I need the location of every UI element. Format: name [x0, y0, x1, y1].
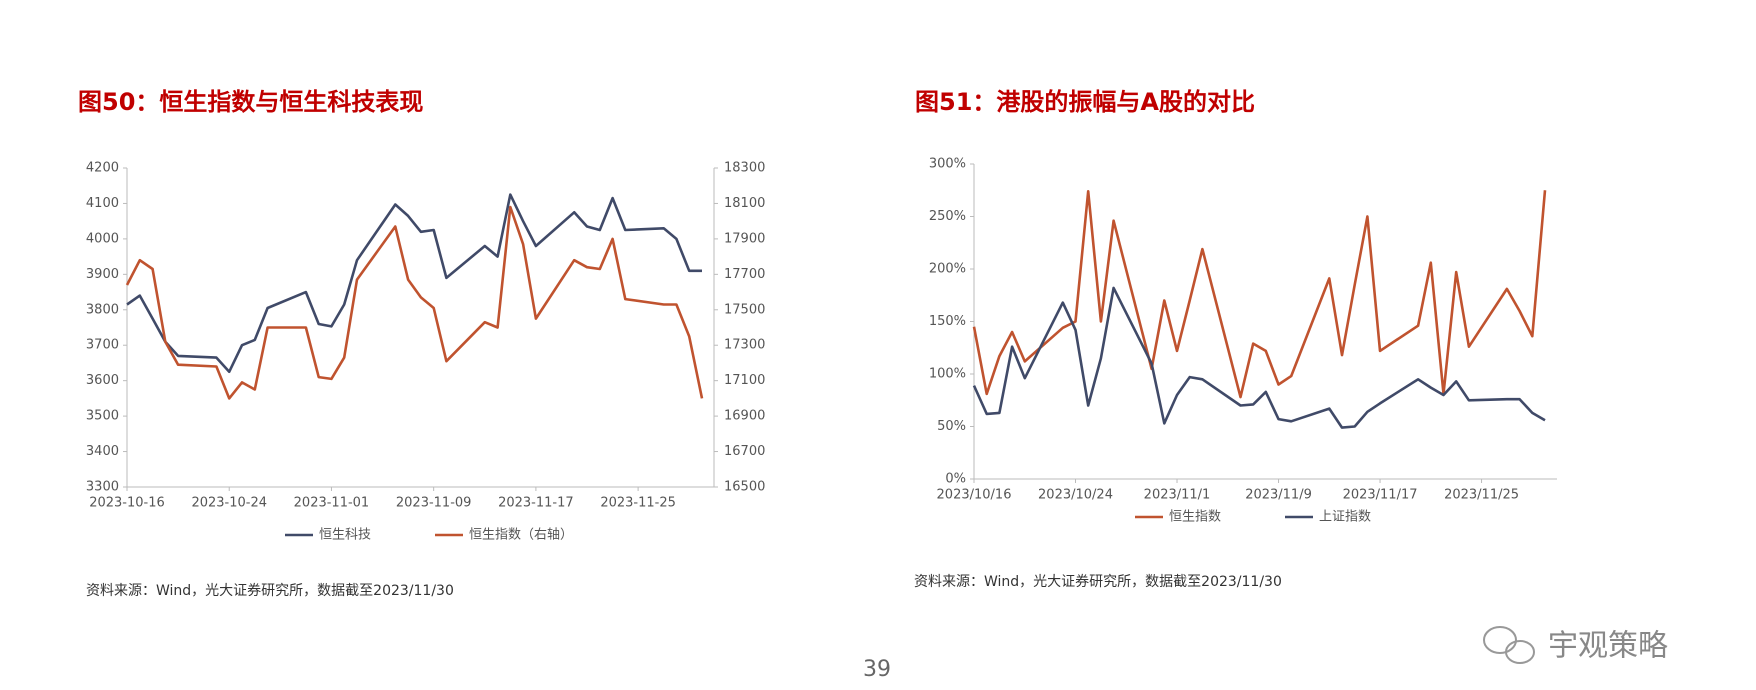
legend-label: 恒生指数（右轴） [469, 528, 573, 543]
x-tick-label: 2023/10/16 [937, 488, 1012, 503]
y-tick-label: 3300 [86, 480, 119, 495]
y-tick-label: 0% [945, 472, 966, 487]
legend-label: 恒生指数 [1169, 510, 1221, 525]
y-tick-label: 300% [929, 157, 966, 172]
y-tick-label: 200% [929, 262, 966, 277]
x-tick-label: 2023/11/25 [1444, 488, 1519, 503]
y2-tick-label: 18100 [724, 196, 765, 211]
x-tick-label: 2023/11/1 [1144, 488, 1211, 503]
y2-tick-label: 16900 [724, 409, 765, 424]
source-note: 资料来源：Wind，光大证券研究所，数据截至2023/11/30 [86, 583, 454, 599]
y2-tick-label: 18300 [724, 161, 765, 176]
x-tick-label: 2023-11-09 [396, 496, 472, 511]
y2-tick-label: 16700 [724, 444, 765, 459]
watermark: 宇观策略 [1548, 629, 1668, 664]
watermark-icon [1483, 626, 1535, 664]
y-tick-label: 4200 [86, 161, 119, 176]
series-line [125, 205, 704, 400]
y2-tick-label: 16500 [724, 480, 765, 495]
x-tick-label: 2023-11-25 [600, 496, 676, 511]
x-tick-label: 2023-10-16 [89, 496, 165, 511]
y-tick-label: 3500 [86, 409, 119, 424]
y-tick-label: 3400 [86, 444, 119, 459]
y2-tick-label: 17500 [724, 302, 765, 317]
x-tick-label: 2023/10/24 [1038, 488, 1113, 503]
series-line [126, 193, 702, 374]
y-tick-label: 3600 [86, 373, 119, 388]
x-tick-label: 2023-11-01 [294, 496, 370, 511]
y-tick-label: 250% [929, 209, 966, 224]
y-tick-label: 3900 [86, 267, 119, 282]
x-tick-label: 2023/11/9 [1245, 488, 1312, 503]
x-tick-label: 2023/11/17 [1343, 488, 1418, 503]
series-line [972, 190, 1547, 399]
x-tick-label: 2023-10-24 [191, 496, 267, 511]
chart-title: 图51：港股的振幅与A股的对比 [915, 88, 1255, 116]
y-tick-label: 4000 [86, 231, 119, 246]
y-tick-label: 3800 [86, 302, 119, 317]
series-line [972, 286, 1546, 429]
page-number: 39 [863, 657, 891, 682]
x-tick-label: 2023-11-17 [498, 496, 574, 511]
y-tick-label: 3700 [86, 338, 119, 353]
chart-title: 图50：恒生指数与恒生科技表现 [78, 88, 423, 116]
y-tick-label: 150% [929, 314, 966, 329]
source-note: 资料来源：Wind，光大证券研究所，数据截至2023/11/30 [914, 574, 1282, 590]
y2-tick-label: 17100 [724, 373, 765, 388]
y-tick-label: 4100 [86, 196, 119, 211]
legend-label: 上证指数 [1319, 510, 1371, 525]
y2-tick-label: 17900 [724, 231, 765, 246]
y2-tick-label: 17300 [724, 338, 765, 353]
y-tick-label: 100% [929, 367, 966, 382]
legend-label: 恒生科技 [319, 528, 371, 543]
y-tick-label: 50% [937, 419, 966, 434]
y2-tick-label: 17700 [724, 267, 765, 282]
